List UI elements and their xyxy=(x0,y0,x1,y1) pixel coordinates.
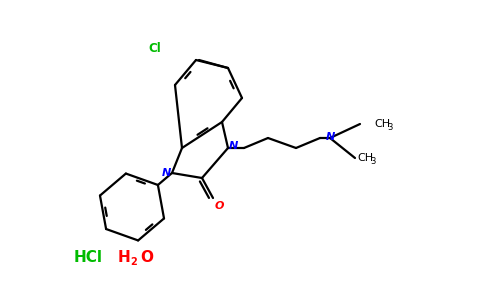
Text: N: N xyxy=(325,132,334,142)
Text: HCl: HCl xyxy=(74,250,103,266)
Text: 3: 3 xyxy=(387,122,393,131)
Text: N: N xyxy=(229,141,238,151)
Text: Cl: Cl xyxy=(149,41,161,55)
Text: N: N xyxy=(162,168,171,178)
Text: O: O xyxy=(140,250,153,266)
Text: CH: CH xyxy=(374,119,390,129)
Text: CH: CH xyxy=(357,153,373,163)
Text: 2: 2 xyxy=(130,257,137,267)
Text: H: H xyxy=(117,250,130,266)
Text: O: O xyxy=(215,201,225,211)
Text: 3: 3 xyxy=(370,157,376,166)
